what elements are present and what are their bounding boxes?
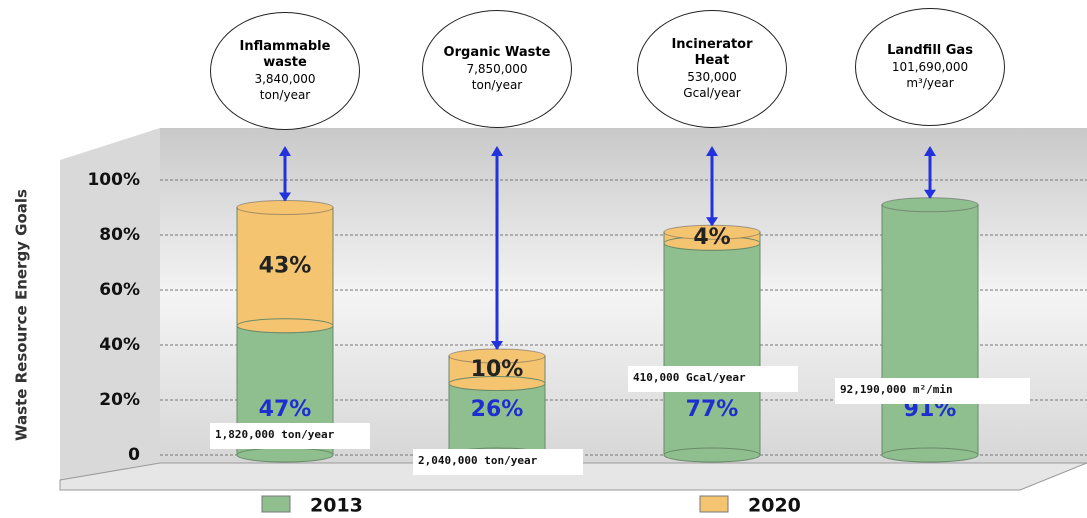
bar-segment [881, 197, 979, 463]
floor [59, 462, 1087, 491]
target-unit: ton/year [471, 78, 523, 92]
y-tick-label: 100% [87, 170, 140, 190]
cylinder-bottom [236, 447, 334, 463]
arrow-head [706, 217, 718, 227]
arrow-head [279, 146, 291, 156]
bar-segment [236, 200, 334, 334]
target-value: 101,690,000 [891, 60, 969, 74]
cylinder-bottom [663, 447, 761, 463]
cylinder-body [448, 383, 546, 456]
value-label: 43% [259, 254, 312, 279]
side-wall [60, 128, 160, 480]
category-label: Incinerator Heat [671, 37, 753, 68]
cylinder-top [881, 197, 979, 213]
bar-segment [448, 348, 546, 391]
annotation-box [210, 423, 370, 449]
annotation: 410,000 Gcal/year [633, 371, 746, 384]
legend-label: 2020 [748, 495, 801, 517]
category-label: Landfill Gas [887, 43, 973, 58]
cylinder-body [663, 242, 761, 456]
annotation-box [835, 378, 1030, 404]
value-label: 47% [259, 397, 312, 422]
arrow-head [491, 341, 503, 350]
cylinder-bottom [236, 318, 334, 334]
value-label: 4% [693, 225, 730, 250]
target-value: 3,840,000 [254, 72, 316, 86]
value-label: 77% [686, 397, 739, 422]
y-axis-label: Waste Resource Energy Goals [13, 189, 31, 441]
legend-swatch [261, 495, 291, 513]
y-tick-label: 40% [99, 335, 140, 355]
target-unit: m³/year [906, 76, 954, 90]
cylinder-bottom [448, 376, 546, 391]
legend-swatch [699, 495, 729, 513]
category-label: Inflammable waste [239, 39, 331, 70]
y-tick-label: 80% [99, 225, 140, 245]
category-bubble: Inflammable waste 3,840,000 ton/year [210, 12, 360, 130]
value-label: 26% [471, 397, 524, 422]
arrow-head [924, 189, 936, 199]
cylinder-top [236, 200, 334, 215]
target-unit: Gcal/year [683, 86, 741, 100]
legend-label: 2013 [310, 495, 363, 517]
y-tick-label: 20% [99, 390, 140, 410]
arrow-head [279, 192, 291, 202]
arrow-head [491, 146, 503, 156]
cylinder-body [881, 204, 979, 456]
category-bubble: Incinerator Heat 530,000 Gcal/year [637, 10, 787, 128]
annotation: 92,190,000 m²/min [840, 383, 953, 396]
y-tick-label: 60% [99, 280, 140, 300]
arrow-head [706, 146, 718, 156]
cylinder-body [236, 207, 334, 327]
category-label: Organic Waste [443, 45, 551, 60]
bar-segment [663, 235, 761, 463]
value-label: 10% [471, 357, 524, 382]
category-bubble: Landfill Gas 101,690,000 m³/year [855, 8, 1005, 126]
bar-segment [663, 224, 761, 251]
cylinder-bottom [881, 447, 979, 463]
arrow-head [924, 146, 936, 156]
target-unit: ton/year [259, 88, 311, 102]
annotation-box [628, 366, 798, 392]
y-tick-label: 0 [128, 445, 140, 465]
annotation: 2,040,000 ton/year [418, 454, 538, 467]
annotation-box [413, 449, 583, 475]
category-bubble: Organic Waste 7,850,000 ton/year [422, 10, 572, 128]
target-value: 530,000 [687, 70, 737, 84]
annotation: 1,820,000 ton/year [215, 428, 335, 441]
target-value: 7,850,000 [466, 62, 528, 76]
